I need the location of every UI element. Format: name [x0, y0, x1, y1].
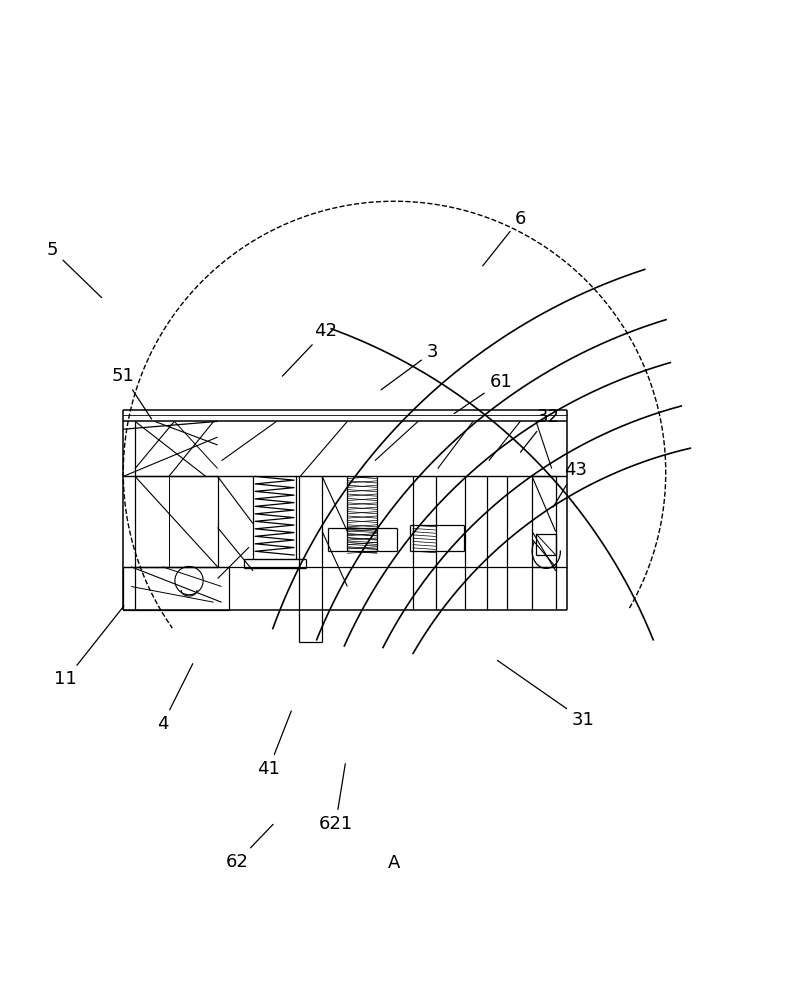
Text: 61: 61	[454, 373, 512, 414]
Text: 51: 51	[112, 367, 151, 419]
Text: 62: 62	[226, 824, 273, 871]
Text: 4: 4	[157, 664, 193, 733]
Text: 621: 621	[319, 764, 353, 833]
Text: 3: 3	[381, 343, 438, 390]
Text: 43: 43	[553, 461, 587, 507]
Text: 32: 32	[521, 408, 559, 452]
Text: 42: 42	[282, 322, 337, 376]
Text: 11: 11	[54, 606, 124, 688]
Text: A: A	[388, 854, 401, 872]
Text: 5: 5	[47, 241, 102, 298]
Text: 31: 31	[497, 660, 595, 729]
Text: 6: 6	[483, 210, 526, 266]
Text: 41: 41	[257, 711, 291, 778]
